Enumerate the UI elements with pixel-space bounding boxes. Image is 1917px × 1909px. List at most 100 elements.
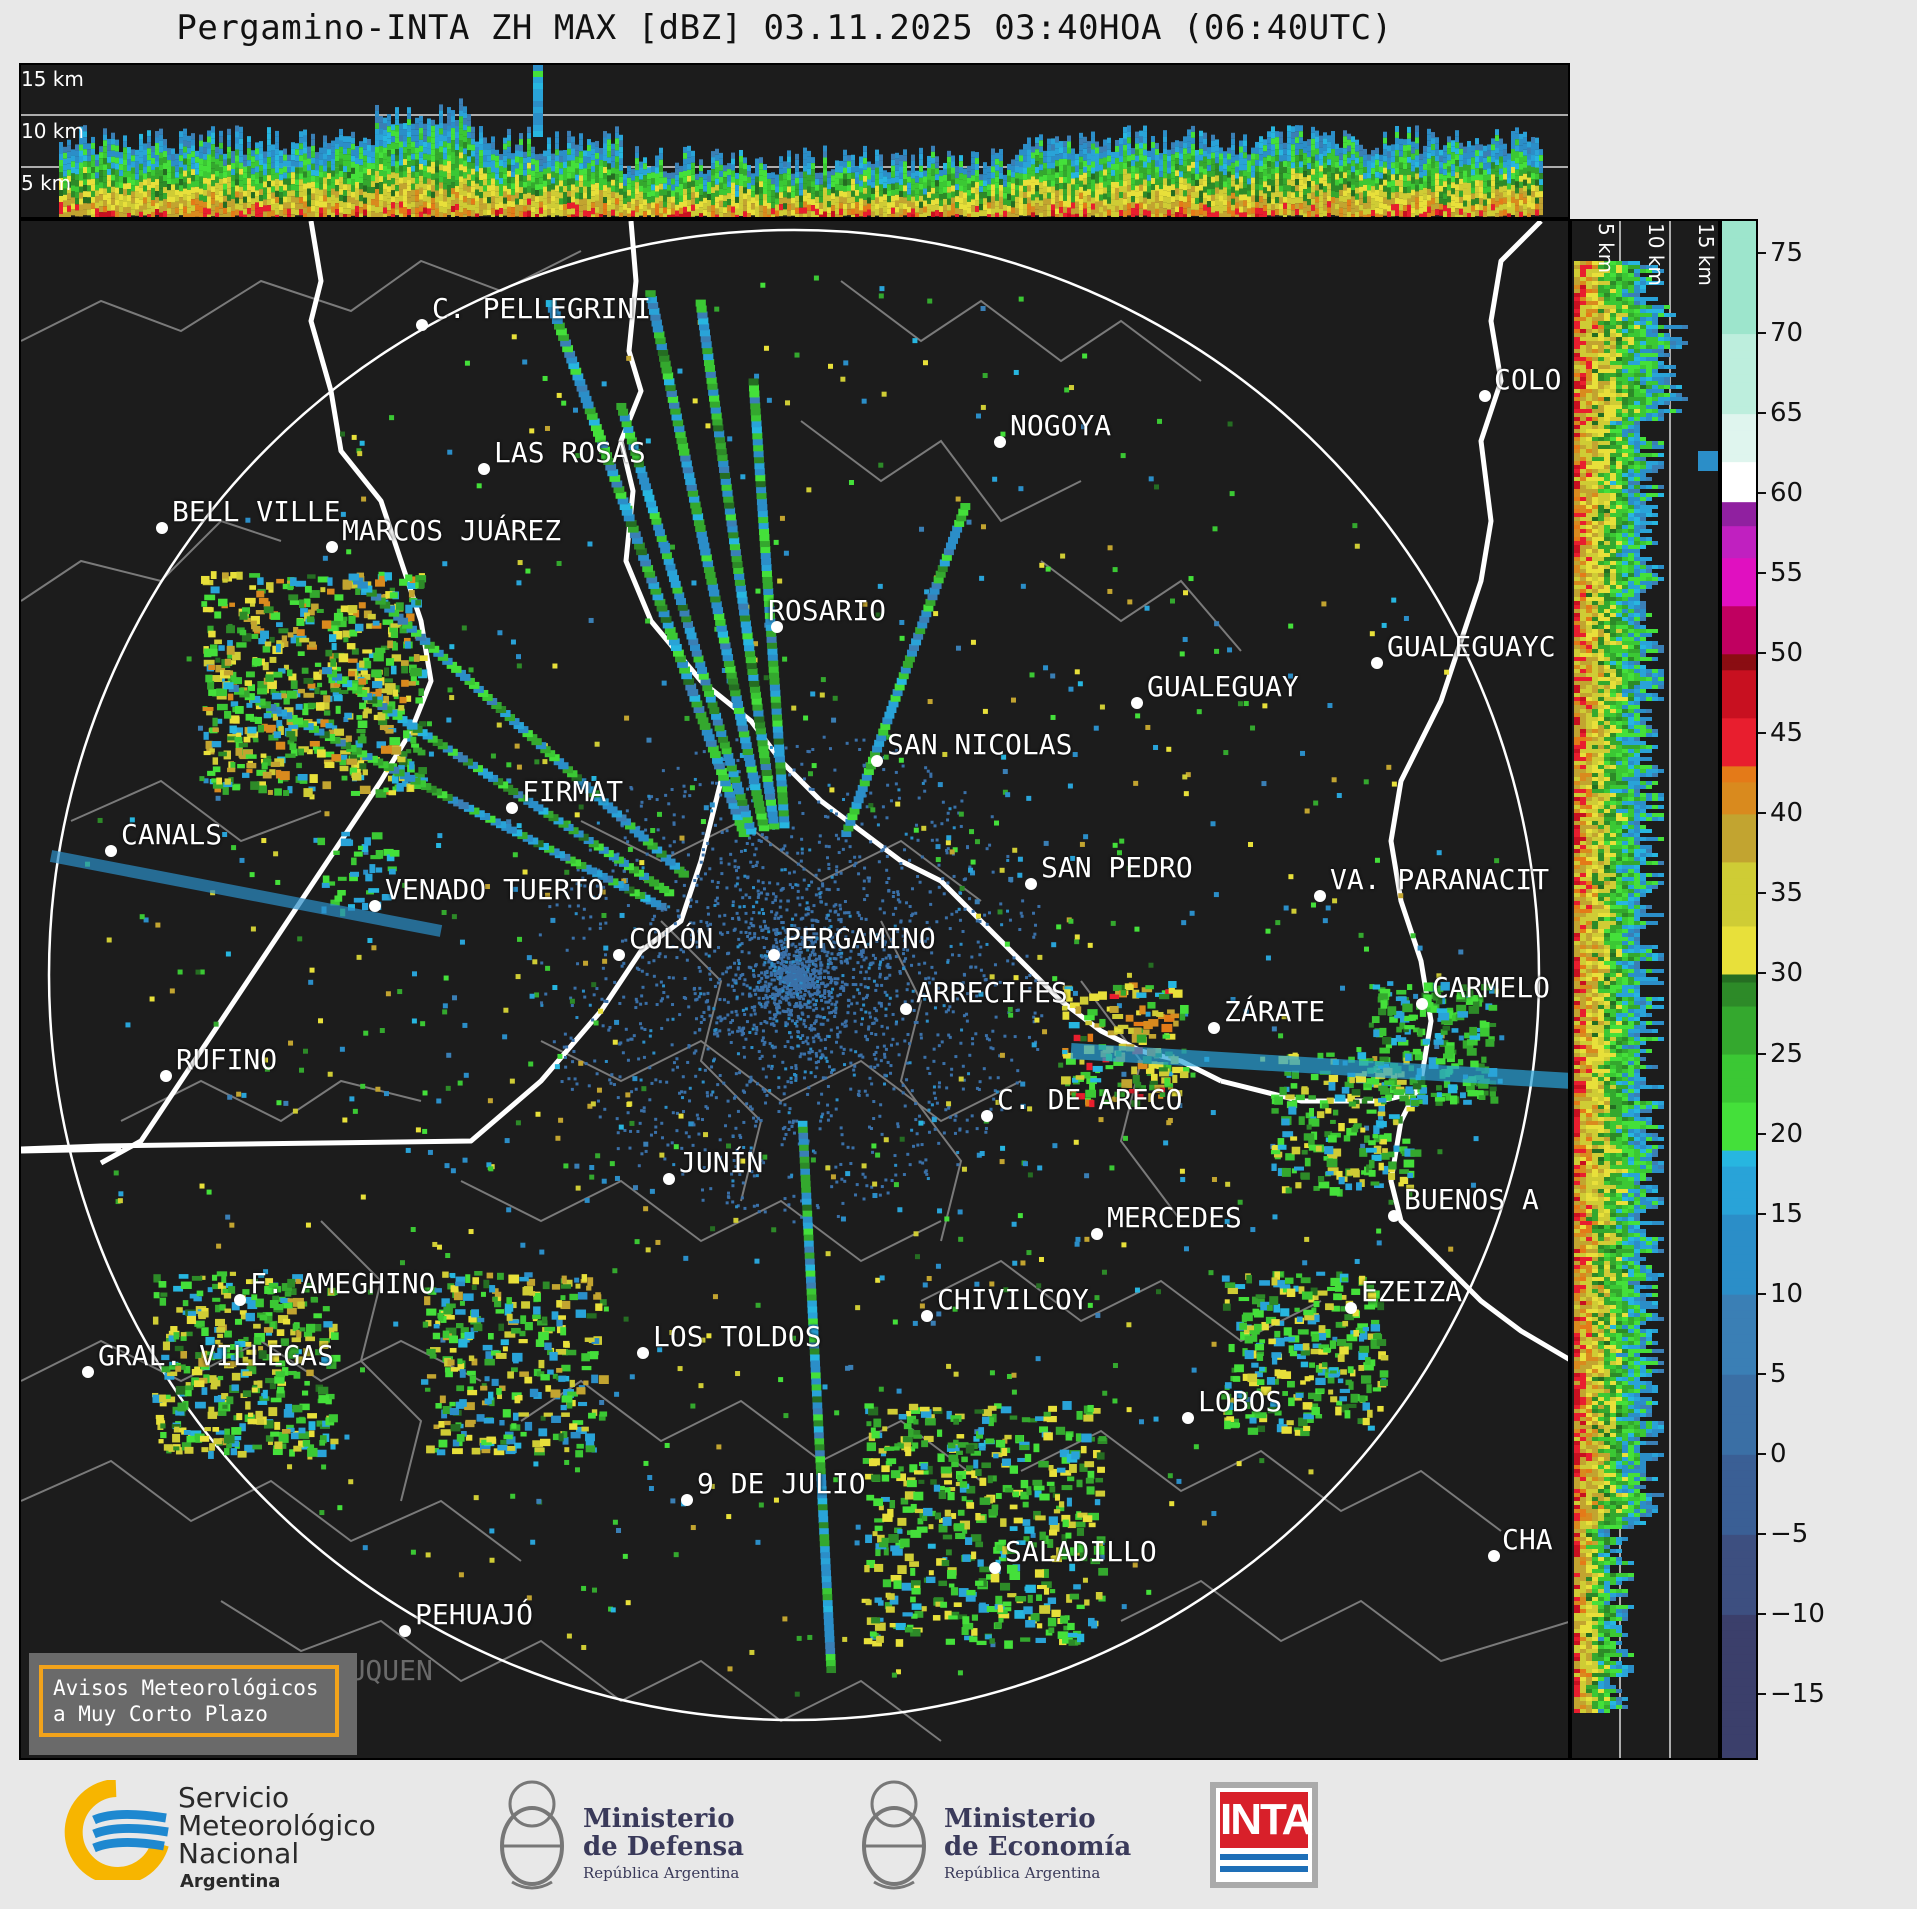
colorbar-tick-label: 60 — [1770, 478, 1804, 509]
top-cross-section-plot — [21, 65, 1568, 217]
colorbar-tick-mark — [1758, 1372, 1766, 1375]
city-marker — [326, 541, 338, 553]
colorbar-tick-mark — [1758, 892, 1766, 895]
city-label: GRAL. VILLEGAS — [98, 1339, 335, 1372]
city-label: EZEIZA — [1361, 1275, 1463, 1308]
colorbar-tick-label: 65 — [1770, 398, 1804, 429]
city-marker — [160, 1070, 172, 1082]
inta-logo: INTA — [1210, 1782, 1318, 1888]
city-label: ZÁRATE — [1224, 995, 1326, 1028]
city-label: BUENOS A — [1404, 1183, 1539, 1216]
colorbar-tick-label: 30 — [1770, 958, 1804, 989]
defensa-line-1: Ministerio — [583, 1804, 735, 1834]
colorbar-tick-mark — [1758, 332, 1766, 335]
city-marker — [1388, 1210, 1400, 1222]
city-marker — [1208, 1022, 1220, 1034]
city-marker — [1345, 1302, 1357, 1314]
radar-map-panel: C. PELLEGRINI LAS ROSAS NOGOYA COLO BELL VIL… — [19, 219, 1570, 1760]
city-label: COLO — [1494, 363, 1562, 396]
colorbar-tick-label: 15 — [1770, 1198, 1804, 1229]
city-marker — [478, 463, 490, 475]
colorbar-tick-mark — [1758, 1132, 1766, 1135]
smn-line-3: Nacional — [178, 1837, 300, 1870]
city-label: SALADILLO — [1005, 1535, 1157, 1568]
city-marker — [82, 1366, 94, 1378]
argentina-coat-of-arms-icon-2 — [862, 1780, 926, 1890]
colorbar-tick-label: 70 — [1770, 318, 1804, 349]
right-cross-section-panel: 5 km 10 km 15 km — [1570, 219, 1720, 1760]
colorbar-tick-mark — [1758, 1692, 1766, 1695]
city-marker — [613, 949, 625, 961]
colorbar-tick-mark — [1758, 1612, 1766, 1615]
city-label: PEHUAJÓ — [415, 1598, 534, 1631]
right-alt-label-5km: 5 km — [1594, 223, 1618, 274]
smn-logo-icon — [64, 1780, 169, 1880]
city-marker — [771, 621, 783, 633]
colorbar-tick-label: 5 — [1770, 1358, 1787, 1389]
notice-box: Avisos Meteorológicos a Muy Corto Plazo — [29, 1653, 357, 1755]
city-marker — [1091, 1228, 1103, 1240]
city-marker — [105, 845, 117, 857]
top-alt-label-5km: 5 km — [21, 171, 72, 195]
colorbar-tick-mark — [1758, 1212, 1766, 1215]
colorbar-tick-mark — [1758, 412, 1766, 415]
city-label: CHA — [1502, 1523, 1553, 1556]
admin-boundaries — [21, 250, 1568, 1742]
right-alt-label-15km: 15 km — [1694, 223, 1718, 286]
city-label: GUALEGUAY — [1147, 670, 1299, 703]
city-label: C. DE ARECO — [997, 1083, 1183, 1116]
city-label: MARCOS JUÁREZ — [342, 514, 562, 547]
notice-box-border: Avisos Meteorológicos a Muy Corto Plazo — [39, 1665, 339, 1737]
defensa-line-2: de Defensa — [583, 1832, 744, 1862]
colorbar-tick-mark — [1758, 972, 1766, 975]
radar-map-plot — [21, 221, 1568, 1742]
city-marker — [981, 1110, 993, 1122]
radar-echoes — [49, 275, 1568, 1697]
colorbar-tick-mark — [1758, 732, 1766, 735]
colorbar-tick-mark — [1758, 252, 1766, 255]
economia-line-3: República Argentina — [944, 1864, 1101, 1882]
city-label: ARRECIFES — [916, 976, 1068, 1009]
top-alt-label-15km: 15 km — [21, 67, 84, 91]
city-label: COLÓN — [629, 922, 714, 955]
city-marker — [156, 522, 168, 534]
city-label: LOBOS — [1198, 1385, 1283, 1418]
footer-logos: Servicio Meteorológico Nacional Argentin… — [0, 1760, 1917, 1909]
city-label: FIRMAT — [522, 775, 624, 808]
colorbar-tick-mark — [1758, 492, 1766, 495]
top-alt-label-10km: 10 km — [21, 119, 84, 143]
radar-range-ring — [47, 228, 1541, 1722]
city-label: LAS ROSAS — [494, 436, 646, 469]
city-label: CARMELO — [1432, 971, 1551, 1004]
city-marker — [921, 1310, 933, 1322]
city-label: MERCEDES — [1107, 1201, 1242, 1234]
notice-line-1: Avisos Meteorológicos — [53, 1676, 319, 1700]
city-marker — [1025, 878, 1037, 890]
colorbar-tick-label: 0 — [1770, 1438, 1787, 1469]
city-marker — [1416, 998, 1428, 1010]
colorbar-tick-label: −15 — [1770, 1678, 1825, 1709]
colorbar-tick-mark — [1758, 812, 1766, 815]
city-marker — [989, 1562, 1001, 1574]
right-alt-label-10km: 10 km — [1644, 223, 1668, 286]
city-label: SAN NICOLAS — [887, 728, 1073, 761]
city-marker — [871, 755, 883, 767]
colorbar-tick-mark — [1758, 652, 1766, 655]
city-marker — [234, 1294, 246, 1306]
city-marker — [1371, 657, 1383, 669]
city-label: VENADO TUERTO — [385, 873, 605, 906]
city-marker — [663, 1173, 675, 1185]
notice-line-2: a Muy Corto Plazo — [53, 1702, 268, 1726]
city-label: BELL VILLE — [172, 495, 341, 528]
colorbar-tick-label: −5 — [1770, 1518, 1809, 1549]
smn-line-2: Meteorológico — [178, 1809, 376, 1842]
city-label: F. AMEGHINO — [250, 1267, 436, 1300]
smn-line-1: Servicio — [178, 1781, 290, 1814]
city-label: C. PELLEGRINI — [432, 292, 652, 325]
city-label: ROSARIO — [768, 594, 887, 627]
city-marker — [1131, 697, 1143, 709]
colorbar-tick-label: 35 — [1770, 878, 1804, 909]
city-label: RUFINO — [176, 1043, 278, 1076]
economia-line-2: de Economía — [944, 1832, 1132, 1862]
colorbar-tick-label: −10 — [1770, 1598, 1825, 1629]
